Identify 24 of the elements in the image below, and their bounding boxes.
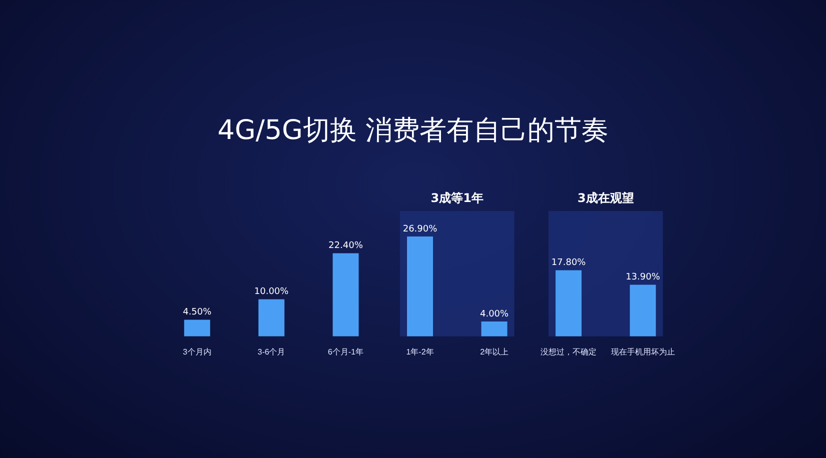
x-tick-label: 6个月-1年 bbox=[328, 347, 364, 356]
bar bbox=[481, 322, 508, 336]
chart-title: 4G/5G切换 消费者有自己的节奏 bbox=[216, 114, 610, 148]
x-tick-label: 现在手机用坏为止 bbox=[610, 347, 675, 356]
bar bbox=[184, 320, 210, 336]
data-label: 22.40% bbox=[328, 241, 364, 252]
data-label: 4.00% bbox=[480, 309, 510, 320]
x-tick-label: 3个月内 bbox=[182, 347, 212, 356]
bar bbox=[332, 253, 359, 336]
data-label: 10.00% bbox=[254, 287, 290, 298]
x-tick-label: 没想过，不确定 bbox=[540, 347, 597, 356]
band-label: 3成等1年 bbox=[430, 191, 484, 206]
bar bbox=[258, 299, 284, 336]
data-label: 4.50% bbox=[182, 308, 212, 318]
bar bbox=[556, 270, 582, 336]
x-tick-label: 1年-2年 bbox=[406, 347, 434, 356]
bar bbox=[630, 284, 656, 336]
data-label: 26.90% bbox=[402, 224, 438, 234]
data-label: 13.90% bbox=[626, 272, 660, 283]
band-label: 3成在观望 bbox=[578, 191, 634, 206]
x-tick-label: 3-6个月 bbox=[258, 347, 286, 356]
data-label: 17.80% bbox=[551, 258, 586, 268]
bar bbox=[407, 236, 433, 336]
x-tick-label: 2年以上 bbox=[480, 347, 509, 356]
